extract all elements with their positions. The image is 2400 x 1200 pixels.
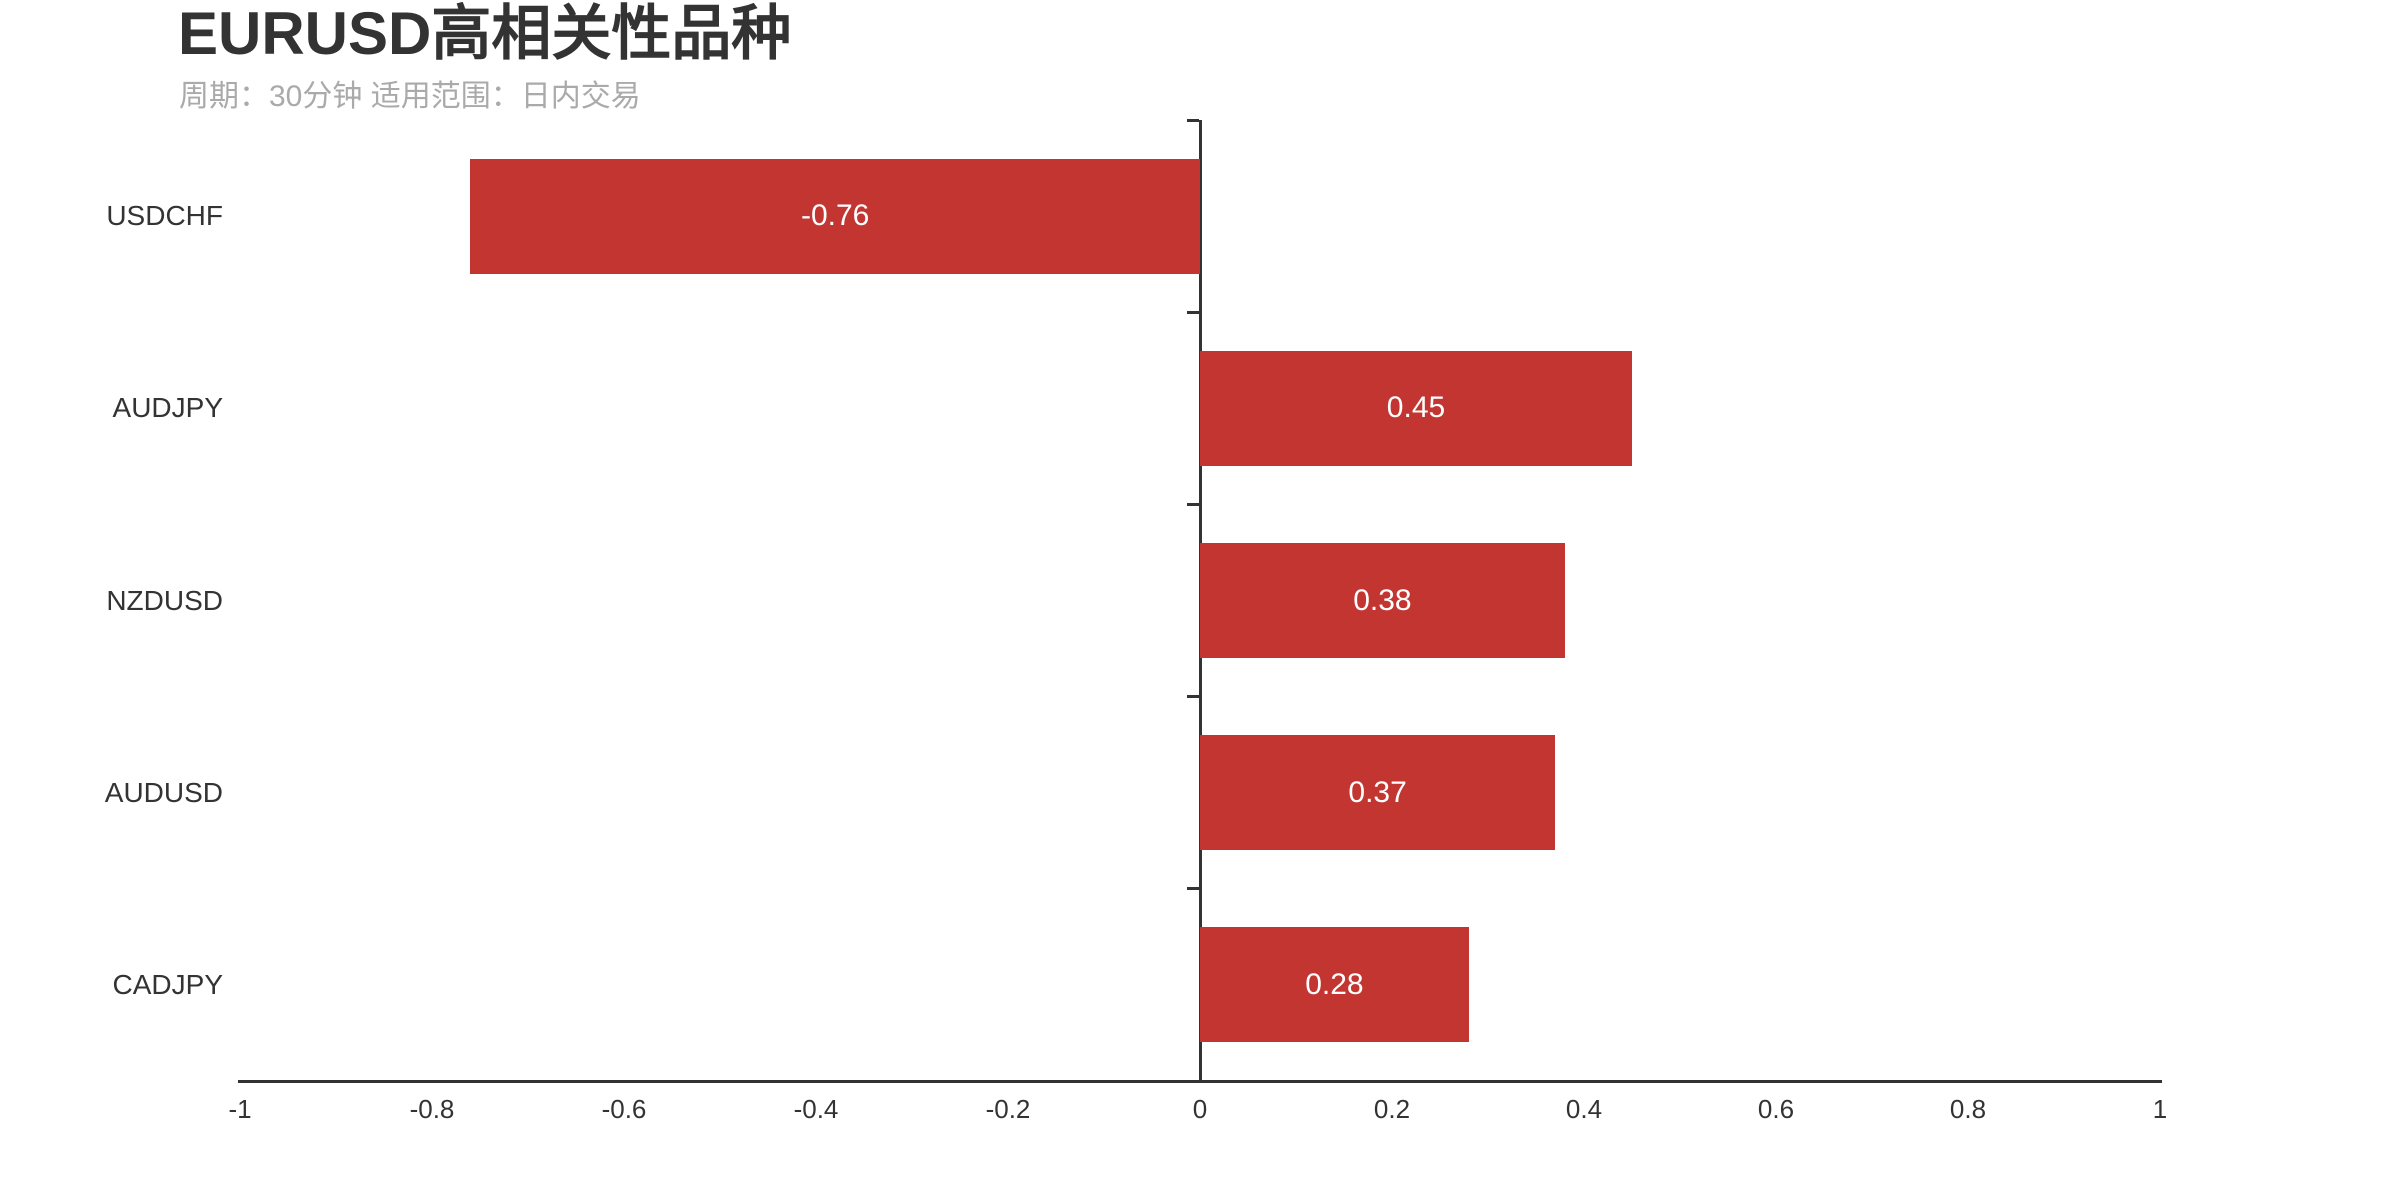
- chart-title: EURUSD高相关性品种: [178, 0, 792, 67]
- x-axis-tick-label: 0.2: [1373, 1094, 1411, 1124]
- category-label-audusd: AUDUSD: [104, 776, 223, 808]
- bar-usdchf[interactable]: [470, 158, 1200, 274]
- chart-subtitle: 周期：30分钟 适用范围：日内交易: [179, 80, 641, 113]
- y-axis-tick: [1187, 695, 1199, 699]
- bar-cadjpy[interactable]: [1200, 927, 1469, 1043]
- bar-nzdusd[interactable]: [1200, 543, 1565, 658]
- bar-value-label: 0.45: [1386, 391, 1446, 425]
- category-label-usdchf: USDCHF: [106, 200, 223, 232]
- x-axis-tick-label: 0.8: [1949, 1094, 1987, 1124]
- x-axis-tick-label: 0.4: [1565, 1094, 1603, 1124]
- category-label-audjpy: AUDJPY: [112, 392, 223, 424]
- x-axis-tick-label: 0: [1192, 1094, 1208, 1124]
- bar-value-label: 0.38: [1353, 583, 1412, 617]
- x-axis-tick-label: -0.4: [793, 1094, 839, 1124]
- bar-value-label: 0.37: [1348, 775, 1407, 809]
- y-axis-tick: [1187, 887, 1199, 891]
- y-axis-tick: [1187, 1079, 1199, 1083]
- category-label-cadjpy: CADJPY: [112, 968, 223, 1000]
- y-axis-tick: [1187, 502, 1199, 506]
- x-axis-tick-label: -0.8: [409, 1094, 455, 1124]
- x-axis-tick-label: -0.2: [985, 1094, 1031, 1124]
- category-label-nzdusd: NZDUSD: [106, 584, 223, 616]
- y-axis-tick: [1187, 310, 1199, 314]
- x-axis-tick-label: -1: [228, 1094, 252, 1124]
- x-axis-tick-label: 0.6: [1757, 1094, 1795, 1124]
- bar-value-label: 0.28: [1305, 967, 1364, 1001]
- y-axis-tick: [1187, 118, 1199, 122]
- bar-audusd[interactable]: [1200, 735, 1556, 851]
- x-axis-tick-label: 1: [2152, 1094, 2168, 1124]
- x-axis-line: [238, 1080, 2162, 1083]
- bar-audjpy[interactable]: [1200, 350, 1632, 466]
- x-axis-tick-label: -0.6: [601, 1094, 647, 1124]
- bar-value-label: -0.76: [800, 199, 870, 233]
